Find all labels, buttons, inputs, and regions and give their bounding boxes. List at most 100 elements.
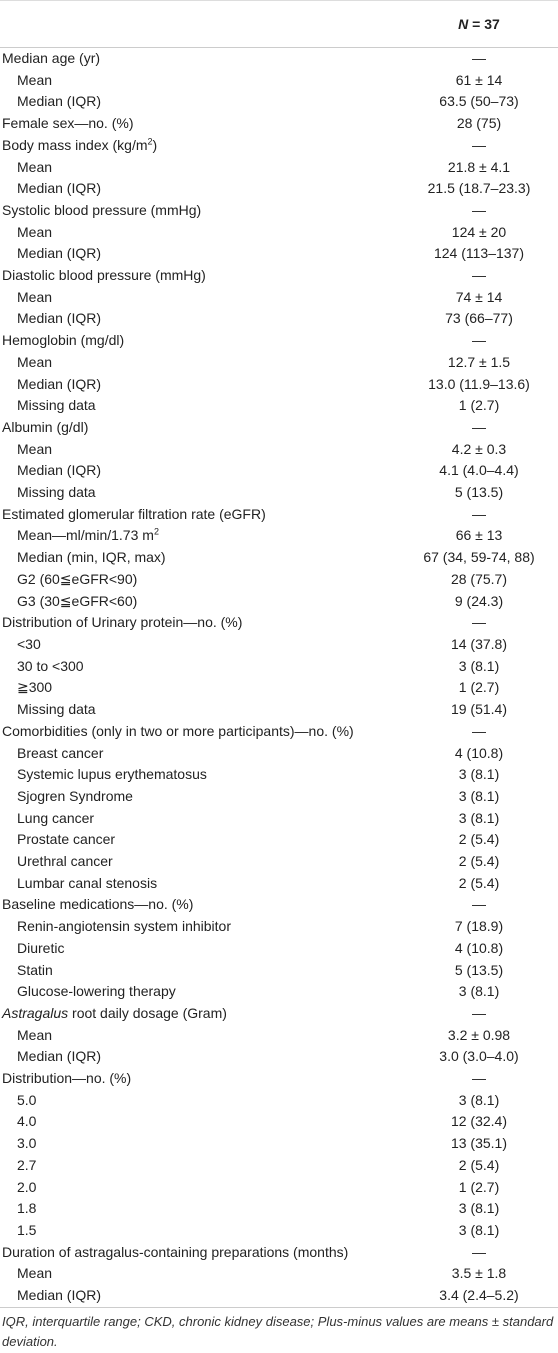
table-row: 1.5 3 (8.1) [0, 1220, 558, 1242]
table-row: Median (IQR) 3.4 (2.4–5.2) [0, 1285, 558, 1307]
row-label: Astragalus root daily dosage (Gram) [0, 1003, 400, 1025]
row-label: Median (IQR) [17, 1048, 102, 1065]
row-label: Mean [17, 1026, 53, 1043]
table-row: Mean 61 ± 14 [0, 70, 558, 92]
table-row: Mean 3.5 ± 1.8 [0, 1263, 558, 1285]
row-value: 7 (18.9) [454, 918, 504, 935]
text-segment: root daily dosage (Gram) [68, 1004, 227, 1021]
row-value: 4 (10.8) [454, 744, 504, 761]
table-row: <30 14 (37.8) [0, 634, 558, 656]
row-value: 14 (37.8) [450, 635, 508, 652]
row-value: — [472, 614, 486, 631]
row-label: Urethral cancer [17, 853, 113, 870]
table-row: Median (min, IQR, max) 67 (34, 59-74, 88) [0, 547, 558, 569]
table-row: Glucose-lowering therapy 3 (8.1) [0, 981, 558, 1003]
row-label: Median (IQR) [17, 93, 102, 110]
row-label: Lung cancer [17, 809, 95, 826]
row-label: 30 to <300 [17, 657, 84, 674]
row-value: 4 (10.8) [454, 939, 504, 956]
row-label: Missing data [17, 484, 96, 501]
table-row: Lung cancer 3 (8.1) [0, 808, 558, 830]
row-value: — [472, 1004, 486, 1021]
table-row: Mean—ml/min/1.73 m2 66 ± 13 [0, 525, 558, 547]
row-label: Lumbar canal stenosis [17, 874, 158, 891]
row-value: 3 (8.1) [458, 766, 500, 783]
row-label: G2 (60≦eGFR<90) [17, 570, 138, 587]
row-label: Sjogren Syndrome [17, 787, 133, 804]
row-label: Systemic lupus erythematosus [17, 766, 207, 783]
table-row: Median (IQR) 13.0 (11.9–13.6) [0, 374, 558, 396]
header-row: N = 37 [0, 0, 558, 48]
table-row: Prostate cancer 2 (5.4) [0, 829, 558, 851]
row-value: 73 (66–77) [445, 310, 513, 327]
table-row: Distribution—no. (%) — [0, 1068, 558, 1090]
row-label: 1.5 [17, 1221, 37, 1238]
row-value: 3.4 (2.4–5.2) [439, 1287, 519, 1304]
row-value: 21.8 ± 4.1 [447, 158, 511, 175]
row-label: Mean [17, 288, 53, 305]
row-value: 13 (35.1) [450, 1135, 508, 1152]
row-value: 3.5 ± 1.8 [451, 1265, 507, 1282]
text-segment: Mean—ml/min/1.73 m [17, 527, 154, 544]
table-row: 30 to <300 3 (8.1) [0, 656, 558, 678]
row-value: 28 (75.7) [450, 570, 508, 587]
row-label: Breast cancer [17, 744, 104, 761]
table-row: Missing data 19 (51.4) [0, 699, 558, 721]
table-row: Sjogren Syndrome 3 (8.1) [0, 786, 558, 808]
row-label: Diastolic blood pressure (mmHg) [2, 267, 206, 284]
row-value: 3 (8.1) [458, 1221, 500, 1238]
row-label: Female sex—no. (%) [2, 115, 134, 132]
row-label: Hemoglobin (mg/dl) [2, 332, 125, 349]
table-row: Female sex—no. (%) 28 (75) [0, 113, 558, 135]
row-label: Duration of astragalus-containing prepar… [2, 1243, 349, 1260]
row-label: Mean [17, 440, 53, 457]
row-value: — [472, 1070, 486, 1087]
row-value: — [472, 332, 486, 349]
row-value: 2 (5.4) [458, 874, 500, 891]
row-label: Mean [17, 1265, 53, 1282]
table-row: Estimated glomerular filtration rate (eG… [0, 504, 558, 526]
row-label: Mean—ml/min/1.73 m2 [0, 525, 400, 547]
table-row: ≧300 1 (2.7) [0, 677, 558, 699]
row-label: Systolic blood pressure (mmHg) [2, 201, 202, 218]
table-row: Lumbar canal stenosis 2 (5.4) [0, 873, 558, 895]
table-row: Diastolic blood pressure (mmHg) — [0, 265, 558, 287]
table-row: Renin-angiotensin system inhibitor 7 (18.… [0, 916, 558, 938]
table-row: 3.0 13 (35.1) [0, 1133, 558, 1155]
row-value: 3 (8.1) [458, 1200, 500, 1217]
row-label: Glucose-lowering therapy [17, 983, 176, 1000]
row-label: Baseline medications—no. (%) [2, 896, 194, 913]
row-value: 9 (24.3) [454, 592, 504, 609]
row-label: Estimated glomerular filtration rate (eG… [2, 505, 266, 522]
row-label: Median (IQR) [17, 462, 102, 479]
row-value: 28 (75) [456, 115, 502, 132]
row-value: — [472, 267, 486, 284]
table-row: Median (IQR) 4.1 (4.0–4.4) [0, 460, 558, 482]
row-label: Median (IQR) [17, 180, 102, 197]
row-value: 3.2 ± 0.98 [447, 1026, 511, 1043]
row-label: Median (IQR) [17, 1287, 102, 1304]
row-label: Diuretic [17, 939, 65, 956]
row-label: Median (IQR) [17, 245, 102, 262]
row-label: <30 [17, 635, 41, 652]
row-value: 3 (8.1) [458, 809, 500, 826]
row-label: ≧300 [17, 679, 53, 696]
row-value: 2 (5.4) [458, 831, 500, 848]
header-empty [0, 0, 400, 48]
text-segment: N [458, 16, 469, 32]
table-row: Systolic blood pressure (mmHg) — [0, 200, 558, 222]
text-segment: = 37 [468, 16, 500, 32]
row-label: Median (IQR) [17, 375, 102, 392]
table-row: Urethral cancer 2 (5.4) [0, 851, 558, 873]
footnote: IQR, interquartile range; CKD, chronic k… [0, 1306, 558, 1352]
row-label: Median age (yr) [2, 50, 101, 66]
row-label: Mean [17, 223, 53, 240]
table-row: Hemoglobin (mg/dl) — [0, 330, 558, 352]
row-value: 5 (13.5) [454, 484, 504, 501]
row-value: 1 (2.7) [458, 679, 500, 696]
row-value: 3 (8.1) [458, 1091, 500, 1108]
row-value: 67 (34, 59-74, 88) [423, 549, 535, 566]
row-value: 74 ± 14 [455, 288, 503, 305]
table-row: Statin 5 (13.5) [0, 960, 558, 982]
row-value: — [472, 722, 486, 739]
